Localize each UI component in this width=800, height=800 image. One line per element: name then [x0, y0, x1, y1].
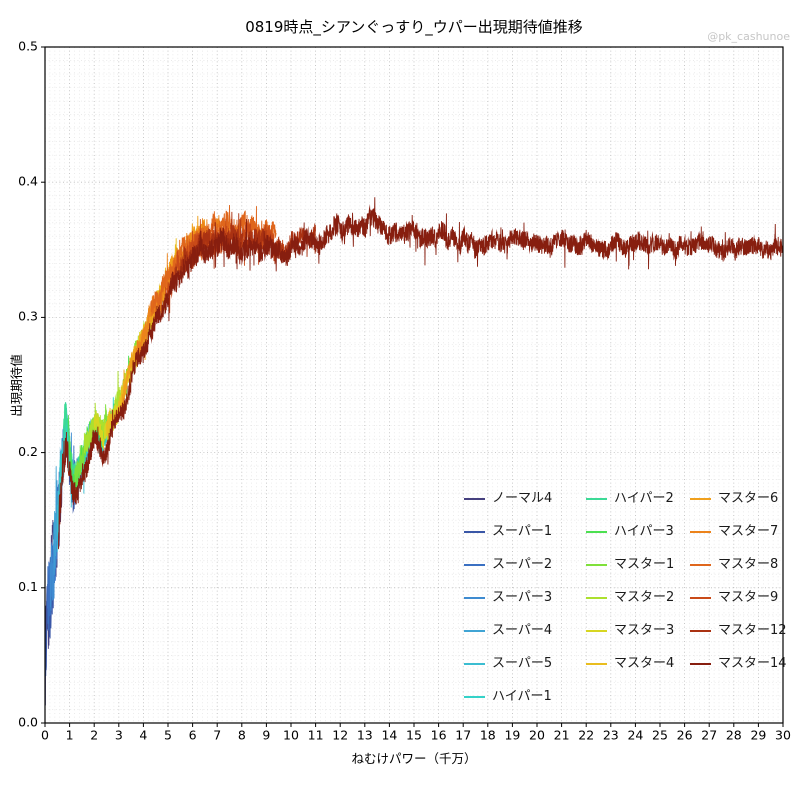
legend-label: マスター3 [614, 623, 675, 638]
legend-label: ハイパー1 [492, 689, 552, 704]
legend-label: スーパー4 [492, 623, 553, 638]
legend-line-swatch [586, 563, 607, 566]
legend-item: マスター9 [690, 581, 790, 614]
legend-label: マスター9 [718, 590, 779, 605]
legend-item: ノーマル4 [464, 482, 586, 515]
legend-label: マスター12 [718, 623, 787, 638]
legend-label: マスター6 [718, 491, 779, 506]
legend-label: マスター2 [614, 590, 675, 605]
legend-label: ハイパー2 [614, 491, 674, 506]
legend-item: マスター12 [690, 614, 790, 647]
legend-line-swatch [586, 530, 607, 533]
legend-column: ハイパー2 ハイパー3 マスター1 マスター2 マスター3 マスター4 [586, 482, 690, 713]
legend-line-swatch [586, 662, 607, 665]
legend-label: スーパー2 [492, 557, 553, 572]
legend-line-swatch [464, 662, 485, 665]
chart-title: 0819時点_シアンぐっすり_ウパー出現期待値推移 [245, 18, 583, 36]
legend-label: ノーマル4 [492, 491, 553, 506]
legend-label: マスター4 [614, 656, 675, 671]
legend-label: スーパー3 [492, 590, 553, 605]
legend-line-swatch [464, 695, 485, 698]
legend-item: ハイパー3 [586, 515, 690, 548]
legend-label: マスター14 [718, 656, 787, 671]
legend: ノーマル4 スーパー1 スーパー2 スーパー3 スーパー4 スーパー5 ハイパー1 ハイパー2… [464, 482, 790, 713]
legend-column: ノーマル4 スーパー1 スーパー2 スーパー3 スーパー4 スーパー5 ハイパー1 [464, 482, 586, 713]
legend-item: マスター7 [690, 515, 790, 548]
legend-label: スーパー5 [492, 656, 553, 671]
legend-item: マスター4 [586, 647, 690, 680]
legend-item: マスター2 [586, 581, 690, 614]
legend-line-swatch [464, 563, 485, 566]
legend-line-swatch [586, 497, 607, 500]
legend-line-swatch [690, 563, 711, 566]
legend-column: マスター6 マスター7 マスター8 マスター9 マスター12 マスター14 [690, 482, 790, 713]
legend-item: スーパー3 [464, 581, 586, 614]
watermark-credit: @pk_cashunoe [707, 30, 790, 43]
legend-line-swatch [690, 596, 711, 599]
y-axis-label: 出現期待値 [8, 353, 24, 417]
legend-line-swatch [690, 662, 711, 665]
legend-item: スーパー1 [464, 515, 586, 548]
legend-label: マスター8 [718, 557, 779, 572]
legend-item: スーパー4 [464, 614, 586, 647]
legend-line-swatch [464, 497, 485, 500]
legend-line-swatch [586, 629, 607, 632]
y-axis-label-wrap: 出現期待値 [0, 47, 30, 723]
legend-line-swatch [586, 596, 607, 599]
legend-line-swatch [464, 629, 485, 632]
legend-item: ハイパー1 [464, 680, 586, 713]
legend-label: マスター7 [718, 524, 779, 539]
legend-item: ハイパー2 [586, 482, 690, 515]
legend-label: マスター1 [614, 557, 675, 572]
legend-item: マスター6 [690, 482, 790, 515]
x-axis-label: ねむけパワー（千万） [351, 751, 477, 766]
legend-line-swatch [690, 497, 711, 500]
legend-line-swatch [464, 596, 485, 599]
legend-label: スーパー1 [492, 524, 553, 539]
legend-item: マスター3 [586, 614, 690, 647]
legend-item: マスター14 [690, 647, 790, 680]
legend-item: マスター1 [586, 548, 690, 581]
legend-label: ハイパー3 [614, 524, 674, 539]
legend-item: マスター8 [690, 548, 790, 581]
legend-item: スーパー2 [464, 548, 586, 581]
legend-item: スーパー5 [464, 647, 586, 680]
legend-line-swatch [690, 530, 711, 533]
legend-line-swatch [464, 530, 485, 533]
legend-line-swatch [690, 629, 711, 632]
